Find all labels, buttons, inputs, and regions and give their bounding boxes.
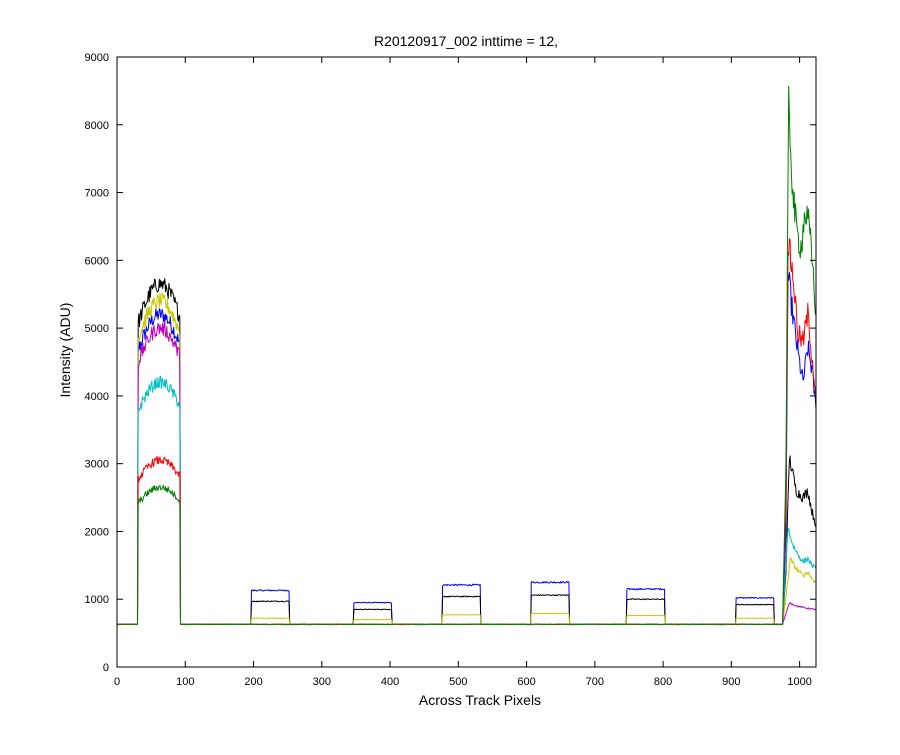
x-tick-label: 100 bbox=[176, 676, 194, 688]
series-line-6 bbox=[116, 85, 817, 626]
series-line-1 bbox=[116, 278, 817, 626]
x-tick-label: 0 bbox=[114, 676, 120, 688]
y-tick-label: 5000 bbox=[85, 323, 109, 335]
x-tick-label: 300 bbox=[313, 676, 331, 688]
series-line-2 bbox=[116, 292, 817, 626]
y-tick-label: 1000 bbox=[85, 594, 109, 606]
x-tick-label: 700 bbox=[586, 676, 604, 688]
y-tick-label: 8000 bbox=[85, 120, 109, 132]
x-tick-label: 600 bbox=[517, 676, 535, 688]
chart-title: R20120917_002 inttime = 12, bbox=[374, 33, 558, 49]
tick-layer: 0 100 200 300 400 500 600 700 800 900 1000 0 1000 200… bbox=[85, 52, 816, 688]
x-tick-label: 900 bbox=[722, 676, 740, 688]
y-tick-label: 3000 bbox=[85, 459, 109, 471]
y-tick-label: 0 bbox=[103, 662, 109, 674]
x-tick-label: 800 bbox=[654, 676, 672, 688]
x-axis-label: Across Track Pixels bbox=[419, 692, 541, 708]
y-tick-label: 4000 bbox=[85, 391, 109, 403]
y-tick-label: 2000 bbox=[85, 526, 109, 538]
x-tick-label: 200 bbox=[244, 676, 262, 688]
y-tick-label: 7000 bbox=[85, 188, 109, 200]
y-axis-label: Intensity (ADU) bbox=[57, 303, 73, 398]
plot-area-frame bbox=[116, 56, 817, 668]
y-tick-label: 6000 bbox=[85, 255, 109, 267]
x-tick-label: 500 bbox=[449, 676, 467, 688]
x-tick-label: 1000 bbox=[787, 676, 811, 688]
y-tick-label: 9000 bbox=[85, 52, 109, 64]
series-layer bbox=[116, 85, 817, 626]
x-tick-label: 400 bbox=[381, 676, 399, 688]
